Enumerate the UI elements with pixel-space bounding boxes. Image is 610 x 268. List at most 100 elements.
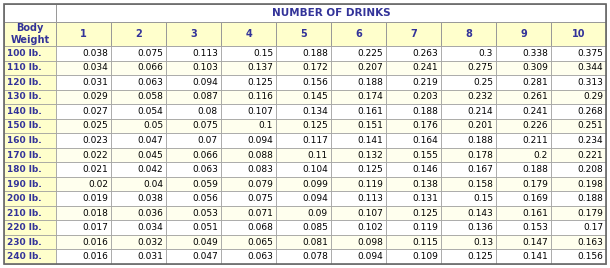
Bar <box>496 46 551 61</box>
Text: 0.188: 0.188 <box>467 136 493 145</box>
Bar <box>331 133 386 148</box>
Bar <box>441 191 496 206</box>
Bar <box>4 22 56 46</box>
Text: 0.049: 0.049 <box>192 238 218 247</box>
Bar <box>331 119 386 133</box>
Bar <box>276 220 331 235</box>
Bar <box>166 177 221 191</box>
Text: 0.017: 0.017 <box>82 223 108 232</box>
Text: 0.188: 0.188 <box>577 194 603 203</box>
Bar <box>551 250 606 264</box>
Text: 0.05: 0.05 <box>143 121 163 131</box>
Bar <box>331 90 386 104</box>
Text: 0.136: 0.136 <box>467 223 493 232</box>
Text: 0.3: 0.3 <box>479 49 493 58</box>
Text: 0.094: 0.094 <box>302 194 328 203</box>
Bar <box>221 177 276 191</box>
Text: 0.034: 0.034 <box>82 63 108 72</box>
Text: 0.179: 0.179 <box>577 209 603 218</box>
Bar <box>166 133 221 148</box>
Text: 0.107: 0.107 <box>247 107 273 116</box>
Text: 0.075: 0.075 <box>137 49 163 58</box>
Text: 0.131: 0.131 <box>412 194 438 203</box>
Text: 0.115: 0.115 <box>412 238 438 247</box>
Text: 0.071: 0.071 <box>247 209 273 218</box>
Text: 0.119: 0.119 <box>412 223 438 232</box>
Bar <box>441 22 496 46</box>
Bar <box>441 177 496 191</box>
Bar <box>551 22 606 46</box>
Text: 0.056: 0.056 <box>192 194 218 203</box>
Bar <box>4 75 56 90</box>
Bar <box>166 206 221 220</box>
Text: 0.29: 0.29 <box>583 92 603 101</box>
Bar <box>56 104 111 119</box>
Text: 0.281: 0.281 <box>522 78 548 87</box>
Bar <box>386 75 441 90</box>
Text: 0.022: 0.022 <box>82 151 108 159</box>
Bar <box>386 104 441 119</box>
Bar <box>111 220 166 235</box>
Text: 0.125: 0.125 <box>357 165 383 174</box>
Text: 0.065: 0.065 <box>247 238 273 247</box>
Text: 0.031: 0.031 <box>137 252 163 261</box>
Text: 0.156: 0.156 <box>577 252 603 261</box>
Text: 0.178: 0.178 <box>467 151 493 159</box>
Bar <box>331 104 386 119</box>
Bar <box>221 220 276 235</box>
Text: 0.226: 0.226 <box>522 121 548 131</box>
Bar <box>276 133 331 148</box>
Bar <box>441 148 496 162</box>
Text: Body
Weight: Body Weight <box>10 23 49 45</box>
Text: 0.116: 0.116 <box>247 92 273 101</box>
Bar <box>276 104 331 119</box>
Text: 0.103: 0.103 <box>192 63 218 72</box>
Bar <box>4 61 56 75</box>
Bar <box>551 191 606 206</box>
Text: 0.053: 0.053 <box>192 209 218 218</box>
Bar <box>496 61 551 75</box>
Text: 0.088: 0.088 <box>247 151 273 159</box>
Bar <box>441 250 496 264</box>
Text: 0.034: 0.034 <box>137 223 163 232</box>
Text: 0.032: 0.032 <box>137 238 163 247</box>
Bar <box>221 119 276 133</box>
Bar <box>221 235 276 250</box>
Text: 0.153: 0.153 <box>522 223 548 232</box>
Text: 0.038: 0.038 <box>137 194 163 203</box>
Text: 8: 8 <box>465 29 472 39</box>
Bar <box>56 46 111 61</box>
Bar <box>276 206 331 220</box>
Bar <box>386 220 441 235</box>
Bar <box>4 119 56 133</box>
Bar <box>496 148 551 162</box>
Bar <box>276 235 331 250</box>
Bar <box>56 75 111 90</box>
Bar <box>221 22 276 46</box>
Bar <box>496 133 551 148</box>
Text: 110 lb.: 110 lb. <box>7 63 41 72</box>
Text: 220 lb.: 220 lb. <box>7 223 41 232</box>
Text: 0.17: 0.17 <box>583 223 603 232</box>
Bar <box>221 61 276 75</box>
Text: 140 lb.: 140 lb. <box>7 107 41 116</box>
Bar <box>386 162 441 177</box>
Bar <box>386 148 441 162</box>
Text: 0.063: 0.063 <box>247 252 273 261</box>
Text: 0.198: 0.198 <box>577 180 603 189</box>
Bar <box>441 119 496 133</box>
Bar <box>4 90 56 104</box>
Bar <box>4 162 56 177</box>
Text: 190 lb.: 190 lb. <box>7 180 41 189</box>
Bar <box>111 90 166 104</box>
Bar <box>221 148 276 162</box>
Bar <box>4 46 56 61</box>
Text: 0.078: 0.078 <box>302 252 328 261</box>
Bar <box>56 148 111 162</box>
Text: 0.261: 0.261 <box>522 92 548 101</box>
Bar <box>221 206 276 220</box>
Bar <box>56 90 111 104</box>
Bar <box>331 177 386 191</box>
Bar <box>441 90 496 104</box>
Text: 2: 2 <box>135 29 142 39</box>
